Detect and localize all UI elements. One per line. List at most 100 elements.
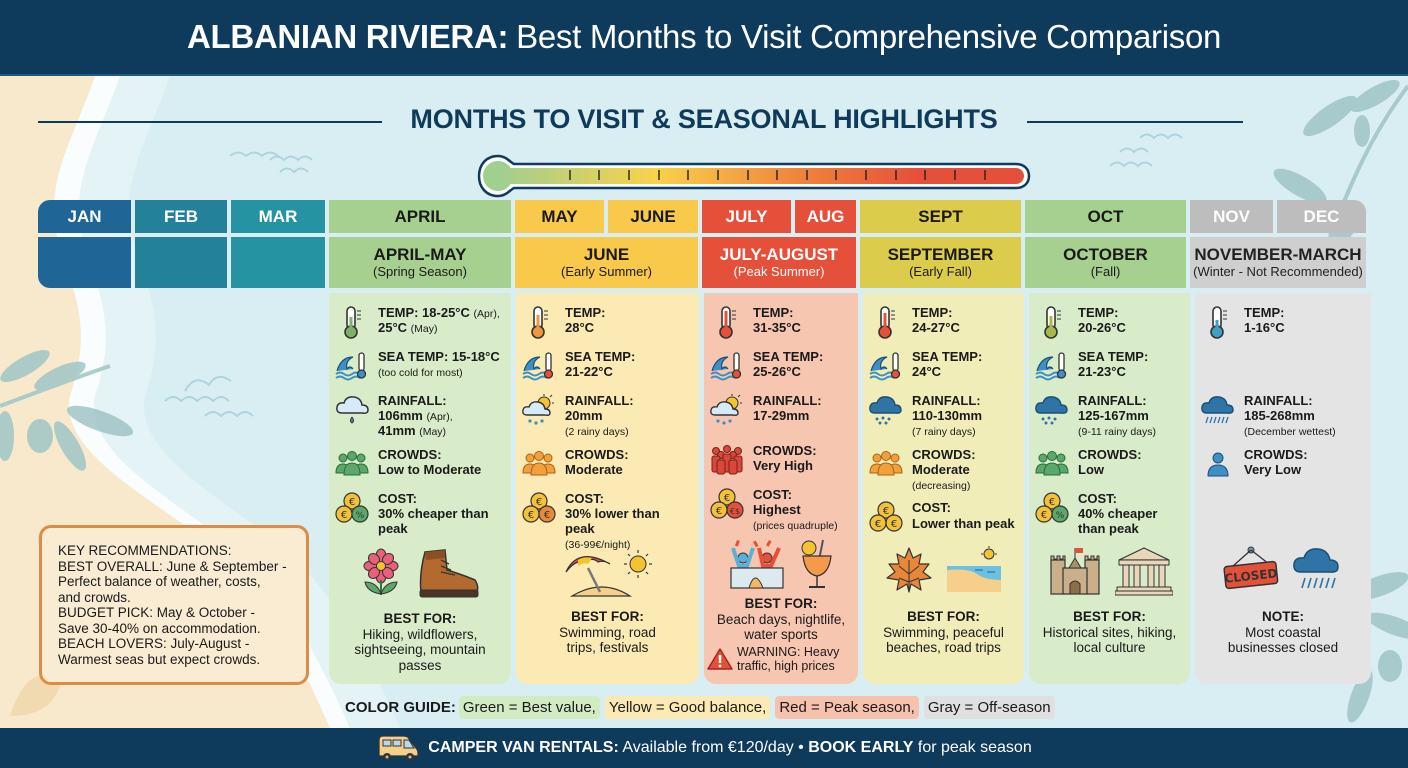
- crowds-value: Moderate: [912, 461, 970, 477]
- cost-value: Lower than peak: [912, 515, 1015, 531]
- guide-red: Red = Peak season,: [775, 696, 919, 719]
- temp-label: TEMP: 18-25°C: [378, 305, 470, 320]
- stat-crowds: CROWDS: Very Low: [1201, 447, 1365, 483]
- rainfall-note: (2 rainy days): [565, 426, 629, 439]
- color-guide: COLOR GUIDE: Green = Best value, Yellow …: [345, 696, 1060, 719]
- section-subtitle: MONTHS TO VISIT & SEASONAL HIGHLIGHTS: [410, 104, 998, 134]
- best-for-value: Swimming, peaceful beaches, road trips: [883, 624, 1004, 656]
- month-sept: SEPT: [860, 200, 1021, 233]
- rain-cloud-icon: [1293, 548, 1339, 589]
- season-header-fall: OCTOBER (Fall): [1025, 237, 1186, 288]
- warning-icon: [707, 648, 733, 670]
- season-subtitle: (Early Summer): [560, 263, 652, 279]
- cost-label: COST:: [378, 490, 417, 506]
- rainfall-label: RAINFALL:: [1078, 393, 1147, 408]
- temp-value: 25°C: [378, 320, 408, 336]
- thermometer-icon: [1201, 305, 1235, 339]
- stat-rainfall: RAINFALL: 185-268mm (December wettest): [1201, 393, 1365, 439]
- sea-temp-label: SEA TEMP:: [912, 349, 983, 364]
- season-title: APRIL-MAY: [373, 245, 467, 265]
- color-guide-label: COLOR GUIDE:: [345, 699, 456, 716]
- stat-sea-temp: SEA TEMP: 21-22°C: [522, 349, 693, 385]
- closed-sign-icon: CLOSED: [1223, 546, 1279, 590]
- single-person-icon: [1201, 447, 1235, 481]
- stat-crowds: CROWDS: Very High: [710, 443, 852, 479]
- rainfall-note: (Apr),: [426, 411, 453, 424]
- svg-text:€: €: [883, 506, 889, 517]
- activity-icons: [329, 548, 511, 598]
- stat-temp: TEMP: 18-25°C (Apr), 25°C (May): [335, 305, 505, 341]
- panel-winter: TEMP: 1-16°C RAINFALL: 185-268mm (December …: [1195, 293, 1371, 684]
- best-for: BEST FOR: Beach days, nightlife, water s…: [704, 596, 858, 673]
- stat-temp: TEMP: 24-27°C: [869, 305, 1018, 341]
- temp-label: TEMP:: [565, 305, 606, 320]
- wave-thermometer-icon: [1035, 349, 1069, 383]
- crowds-value: Moderate: [565, 461, 623, 477]
- stat-temp: TEMP: 20-26°C: [1035, 305, 1184, 341]
- guide-gray: Gray = Off-season: [923, 696, 1055, 719]
- subtitle-rule-left: [38, 121, 382, 123]
- crowds-value: Very High: [753, 458, 813, 474]
- warning-text: WARNING: Heavy traffic, high prices: [737, 644, 840, 673]
- season-title: SEPTEMBER: [887, 245, 994, 265]
- svg-text:€: €: [891, 519, 897, 530]
- stat-temp: TEMP: 1-16°C: [1201, 305, 1365, 341]
- crowds-value: Very Low: [1244, 461, 1302, 477]
- cost-value: 40% cheaper than peak: [1078, 505, 1158, 537]
- stat-rainfall: RAINFALL: 17-29mm: [710, 393, 852, 429]
- temp-value: 31-35°C: [753, 320, 801, 336]
- camper-van-icon: [378, 735, 419, 761]
- panel-early-fall: TEMP: 24-27°C SEA TEMP: 24°C RAINFALL: 110-…: [863, 293, 1024, 684]
- footer-text: Available from €120/day •: [618, 739, 809, 756]
- temp-value: 24-27°C: [912, 320, 960, 336]
- sea-temp-label: SEA TEMP:: [753, 349, 824, 364]
- best-for: BEST FOR: Swimming, road trips, festival…: [516, 609, 699, 656]
- month-june: JUNE: [608, 200, 698, 233]
- stat-sea-temp: SEA TEMP: 15-18°C (too cold for most): [335, 349, 505, 385]
- season-title: OCTOBER: [1063, 245, 1148, 265]
- guide-green: Green = Best value,: [458, 696, 600, 719]
- temp-value: 20-26°C: [1078, 320, 1126, 336]
- stat-cost: € €% COST: 40% cheaper than peak: [1035, 491, 1184, 537]
- svg-text:%: %: [356, 511, 365, 521]
- cost-label: COST:: [1078, 490, 1117, 506]
- best-for-value: Hiking, wildflowers, sightseeing, mounta…: [354, 626, 486, 673]
- month-may: MAY: [515, 200, 604, 233]
- cocktail-icon: [801, 539, 832, 588]
- crowds-label: CROWDS:: [378, 446, 442, 462]
- rain-cloud-icon: [1035, 393, 1069, 427]
- month-july: JULY: [702, 200, 791, 233]
- wave-thermometer-icon: [522, 349, 556, 383]
- month-header-row: JAN FEB MAR APRIL MAY JUNE JULY AUG SEPT…: [38, 200, 1370, 233]
- month-dec: DEC: [1277, 200, 1366, 233]
- thermometer-icon: [522, 305, 556, 339]
- rainfall-value: 17-29mm: [753, 408, 810, 424]
- season-mar-blank: [231, 237, 325, 288]
- svg-text:€$: €$: [730, 507, 740, 516]
- best-for: BEST FOR: Swimming, peaceful beaches, ro…: [863, 609, 1024, 656]
- temp-value: 1-16°C: [1244, 320, 1285, 336]
- hiking-boot-icon: [419, 549, 479, 598]
- footer-text: for peak season: [913, 739, 1032, 756]
- stat-cost: € € € COST: Lower than peak: [869, 500, 1018, 536]
- sea-temp-empty: [1201, 349, 1365, 393]
- season-title: JULY-AUGUST: [719, 245, 839, 265]
- sea-temp-label: SEA TEMP:: [565, 349, 636, 364]
- sea-temp-value: 21-23°C: [1078, 364, 1126, 380]
- ancient-temple-icon: [1114, 547, 1173, 596]
- stat-crowds: CROWDS: Low to Moderate: [335, 447, 505, 483]
- note-label: NOTE:: [1262, 609, 1304, 624]
- rainfall-label: RAINFALL:: [753, 393, 822, 408]
- season-header-early-summer: JUNE (Early Summer): [515, 237, 698, 288]
- euro-coins-icon: € € €$: [710, 487, 744, 521]
- cost-label: COST:: [753, 487, 792, 502]
- crowd-icon: [522, 447, 556, 481]
- crowd-icon: [869, 447, 903, 481]
- crowd-icon: [1035, 447, 1069, 481]
- best-for-value: Swimming, road trips, festivals: [559, 624, 656, 656]
- season-subtitle: (Winter - Not Recommended): [1193, 263, 1363, 279]
- recommendation-line: BEACH LOVERS: July-August -: [58, 636, 250, 652]
- rainfall-label: RAINFALL:: [1244, 393, 1313, 408]
- month-mar: MAR: [231, 200, 325, 233]
- cost-note: (prices quadruple): [753, 520, 838, 533]
